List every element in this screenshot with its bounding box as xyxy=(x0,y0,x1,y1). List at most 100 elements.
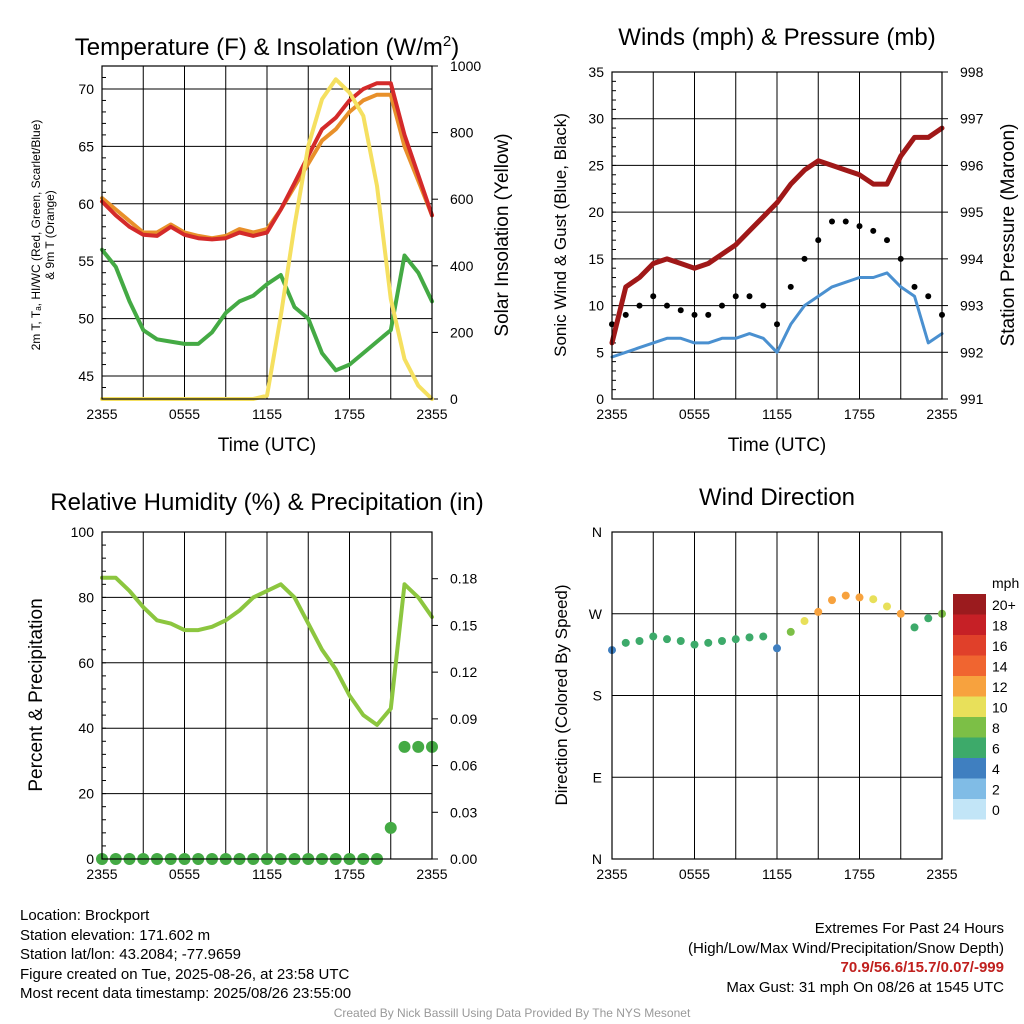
x-tick-label: 1155 xyxy=(762,866,792,882)
y-tick-label: 60 xyxy=(78,655,94,671)
y-tick-label: 0 xyxy=(596,391,604,407)
series-line xyxy=(609,125,945,346)
data-point xyxy=(869,595,878,604)
data-point xyxy=(649,632,658,641)
data-point xyxy=(718,637,726,645)
extremes-title: Extremes For Past 24 Hours xyxy=(814,920,1004,937)
data-point xyxy=(896,609,905,618)
y-right-axis-label: Station Pressure (Maroon) xyxy=(998,124,1019,347)
created-text: Figure created on Tue, 2025-08-26, at 23… xyxy=(20,965,350,983)
plot-frame xyxy=(101,531,433,860)
series-line xyxy=(100,81,434,242)
legend-swatch xyxy=(953,594,986,615)
y-right-tick-label: 993 xyxy=(960,298,984,314)
x-tick-label: 1155 xyxy=(252,866,282,882)
y-right-tick-label: 0.15 xyxy=(450,617,477,633)
legend-label: 0 xyxy=(992,802,1000,818)
data-point xyxy=(801,255,808,262)
x-tick-label: 1155 xyxy=(762,406,792,422)
data-point xyxy=(800,617,809,626)
data-point xyxy=(705,311,712,318)
legend-swatch xyxy=(953,655,986,676)
y-tick-label: 35 xyxy=(588,64,604,80)
legend-label: 20+ xyxy=(992,597,1016,613)
latlon-text: Station lat/lon: 43.2084; -77.9659 xyxy=(20,946,242,963)
data-point xyxy=(676,637,685,645)
data-point xyxy=(621,638,630,647)
data-point xyxy=(842,218,849,225)
y-axis-label: 2m T, Tₐ, HI/WC (Red, Green, Scarlet/Blu… xyxy=(29,120,57,351)
y-axis-label: Percent & Precipitation xyxy=(26,598,47,791)
data-point xyxy=(924,614,933,623)
y-tick-label: 40 xyxy=(78,720,94,736)
legend-swatch xyxy=(953,799,986,820)
y-right-tick-label: 995 xyxy=(960,204,984,220)
legend-swatch xyxy=(953,676,986,697)
y-tick-label: 60 xyxy=(78,196,94,212)
y-tick-label: N xyxy=(592,524,602,540)
legend-swatch xyxy=(953,614,986,635)
data-point xyxy=(787,283,794,290)
data-point xyxy=(760,302,767,309)
extremes-values: 70.9/56.6/15.7/0.07/-999 xyxy=(840,959,1004,976)
extremes-info: Extremes For Past 24 Hours (High/Low/Max… xyxy=(688,919,1004,997)
legend-label: 16 xyxy=(992,638,1008,654)
y-right-axis-label: Solar Insolation (Yellow) xyxy=(492,133,513,336)
data-point xyxy=(690,640,699,649)
y-right-tick-label: 600 xyxy=(450,191,474,207)
data-point xyxy=(635,637,644,645)
legend-label: 2 xyxy=(992,782,1000,798)
data-point xyxy=(759,632,768,641)
plot-frame xyxy=(101,65,433,400)
data-point xyxy=(746,293,753,300)
panel-3: 2355 0555 1155 1755 23550204060801000.000.03… xyxy=(26,489,484,882)
x-tick-label: 0555 xyxy=(169,406,200,422)
location-text: Location: Brockport xyxy=(20,907,150,924)
y-tick-label: 15 xyxy=(588,251,604,267)
data-point xyxy=(412,740,425,753)
data-point xyxy=(883,602,891,611)
data-point xyxy=(910,623,919,632)
y-tick-label: 10 xyxy=(588,298,604,314)
chart-title: Relative Humidity (%) & Precipitation (i… xyxy=(50,489,483,516)
y-tick-label: 20 xyxy=(588,204,604,220)
y-right-tick-label: 0.00 xyxy=(450,851,477,867)
recent-text: Most recent data timestamp: 2025/08/26 2… xyxy=(20,985,352,1002)
x-tick-label: 0555 xyxy=(679,406,710,422)
y-right-tick-label: 0.03 xyxy=(450,804,477,820)
y-tick-label: W xyxy=(589,606,603,622)
chart-title: Temperature (F) & Insolation (W/m2) xyxy=(75,33,459,61)
max-gust-text: Max Gust: 31 mph On 08/26 at 1545 UTC xyxy=(726,978,1004,996)
legend-label: 12 xyxy=(992,679,1008,695)
data-point xyxy=(398,740,411,753)
x-tick-label: 1755 xyxy=(844,866,875,882)
y-tick-label: 30 xyxy=(588,111,604,127)
y-tick-label: N xyxy=(592,851,602,867)
legend-title: mph xyxy=(992,575,1019,591)
chart-title: Winds (mph) & Pressure (mb) xyxy=(618,24,935,51)
legend-label: 10 xyxy=(992,700,1008,716)
data-point xyxy=(384,821,397,834)
station-info: Location: Brockport Station elevation: 1… xyxy=(20,906,351,1004)
x-tick-label: 2355 xyxy=(416,866,447,882)
data-point xyxy=(897,255,904,262)
y-tick-label: 20 xyxy=(78,786,94,802)
y-right-tick-label: 0.12 xyxy=(450,664,477,680)
x-tick-label: 2355 xyxy=(596,866,627,882)
x-tick-label: 1155 xyxy=(252,406,282,422)
y-right-tick-label: 800 xyxy=(450,125,474,141)
data-point xyxy=(719,302,725,309)
y-right-tick-label: 991 xyxy=(960,391,984,407)
x-tick-label: 2355 xyxy=(596,406,627,422)
y-right-tick-label: 400 xyxy=(450,258,474,274)
data-point xyxy=(829,218,835,225)
data-point xyxy=(636,302,643,309)
panel-1: 2355 0555 1155 1755 2355 Time (UTC) 45 50 55 60 65… xyxy=(29,33,513,456)
data-point xyxy=(855,593,864,602)
plot-frame xyxy=(611,71,943,400)
series-line xyxy=(610,271,944,359)
data-point xyxy=(663,635,671,644)
x-tick-label: 2355 xyxy=(926,406,957,422)
y-right-tick-label: 0.09 xyxy=(450,711,477,727)
legend-label: 18 xyxy=(992,618,1008,634)
